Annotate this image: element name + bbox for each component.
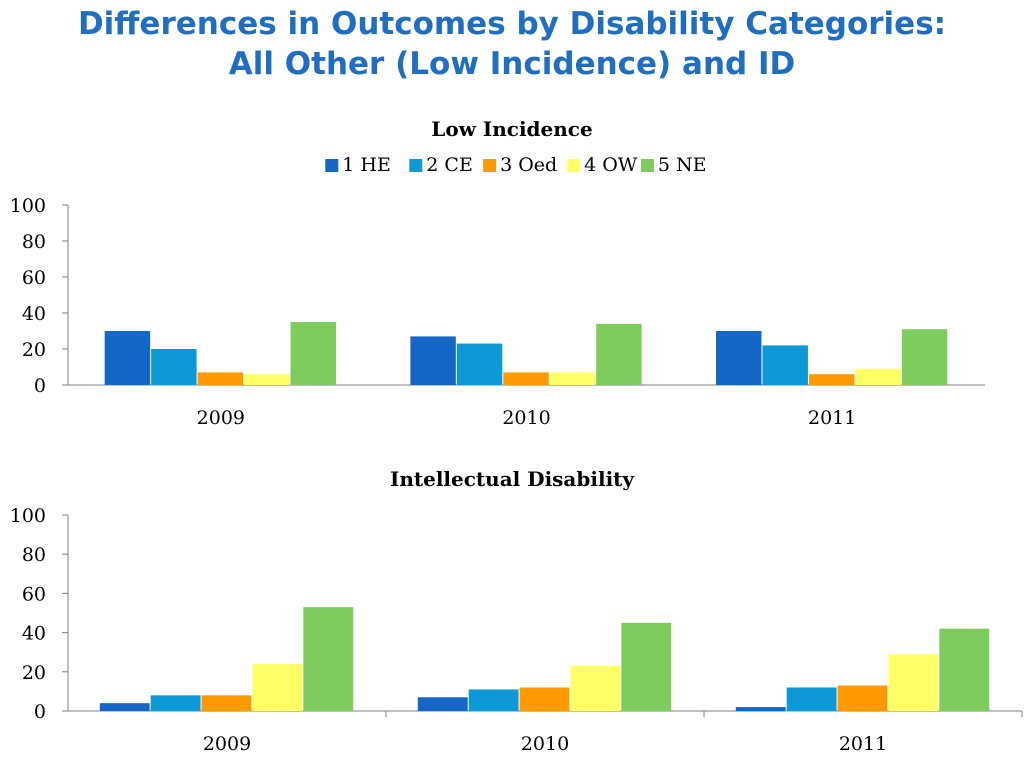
y-tick-label: 60 [22, 267, 46, 289]
x-category-label: 2010 [502, 407, 550, 429]
legend-swatch-4 [567, 159, 581, 172]
bar-2011-series-5 [901, 329, 948, 385]
legend-swatch-3 [483, 159, 497, 172]
legend-label-4: 4 OW [584, 154, 638, 176]
legend-label-1: 1 HE [342, 154, 391, 176]
chart-2-title: Intellectual Disability [390, 467, 635, 491]
slide-title: Differences in Outcomes by Disability Ca… [0, 4, 1024, 84]
bar-2011-series-4 [855, 368, 901, 385]
bar-2010-series-3 [519, 687, 570, 711]
legend-label-2: 2 CE [426, 154, 473, 176]
bar-2011-series-1 [735, 707, 786, 711]
bar-2011-series-3 [808, 374, 855, 385]
x-category-label: 2011 [808, 407, 856, 429]
y-tick-label: 80 [22, 231, 46, 253]
bar-2010-series-1 [417, 697, 468, 711]
slide-title-line-2: All Other (Low Incidence) and ID [228, 46, 796, 82]
bar-2009-series-5 [290, 322, 336, 385]
bar-2009-series-4 [252, 663, 303, 711]
bar-2009-series-2 [151, 349, 197, 385]
bar-2009-series-5 [303, 607, 354, 711]
legend-swatch-5 [640, 159, 654, 172]
y-tick-label: 40 [22, 623, 46, 645]
bar-2010-series-2 [468, 689, 519, 711]
bar-2011-series-3 [837, 685, 888, 711]
legend-swatch-2 [409, 159, 423, 172]
y-tick-label: 0 [34, 701, 46, 723]
y-tick-label: 100 [10, 505, 46, 527]
bar-2009-series-2 [150, 695, 201, 711]
y-tick-label: 60 [22, 583, 46, 605]
legend-label-3: 3 Oed [500, 154, 557, 176]
bar-2010-series-1 [410, 336, 456, 385]
bar-2009-series-3 [201, 695, 252, 711]
y-tick-label: 0 [34, 375, 46, 397]
bar-2011-series-2 [762, 345, 808, 385]
bar-2010-series-4 [570, 665, 621, 711]
x-category-label: 2011 [839, 733, 887, 755]
slide-title-line-1: Differences in Outcomes by Disability Ca… [77, 6, 947, 42]
x-category-label: 2009 [203, 733, 251, 755]
y-tick-label: 40 [22, 303, 46, 325]
bar-2009-series-1 [104, 331, 151, 385]
bar-2011-series-5 [939, 628, 990, 711]
bar-2009-series-1 [99, 703, 150, 711]
x-category-label: 2009 [197, 407, 245, 429]
bar-2010-series-5 [621, 622, 672, 711]
y-tick-label: 100 [10, 195, 46, 217]
y-tick-label: 20 [22, 662, 46, 684]
legend-label-5: 5 NE [658, 154, 707, 176]
chart-1-title: Low Incidence [431, 117, 592, 141]
y-tick-label: 20 [22, 339, 46, 361]
bar-2011-series-1 [716, 331, 762, 385]
bar-2011-series-2 [786, 687, 837, 711]
legend-swatch-1 [325, 159, 339, 172]
bar-2010-series-4 [549, 372, 596, 385]
bar-2009-series-3 [197, 372, 244, 385]
bar-2011-series-4 [888, 654, 939, 711]
bar-2010-series-5 [596, 323, 642, 385]
y-tick-label: 80 [22, 544, 46, 566]
bar-2009-series-4 [244, 374, 290, 385]
x-category-label: 2010 [521, 733, 569, 755]
bar-2010-series-3 [503, 372, 549, 385]
bar-2010-series-2 [456, 343, 503, 385]
